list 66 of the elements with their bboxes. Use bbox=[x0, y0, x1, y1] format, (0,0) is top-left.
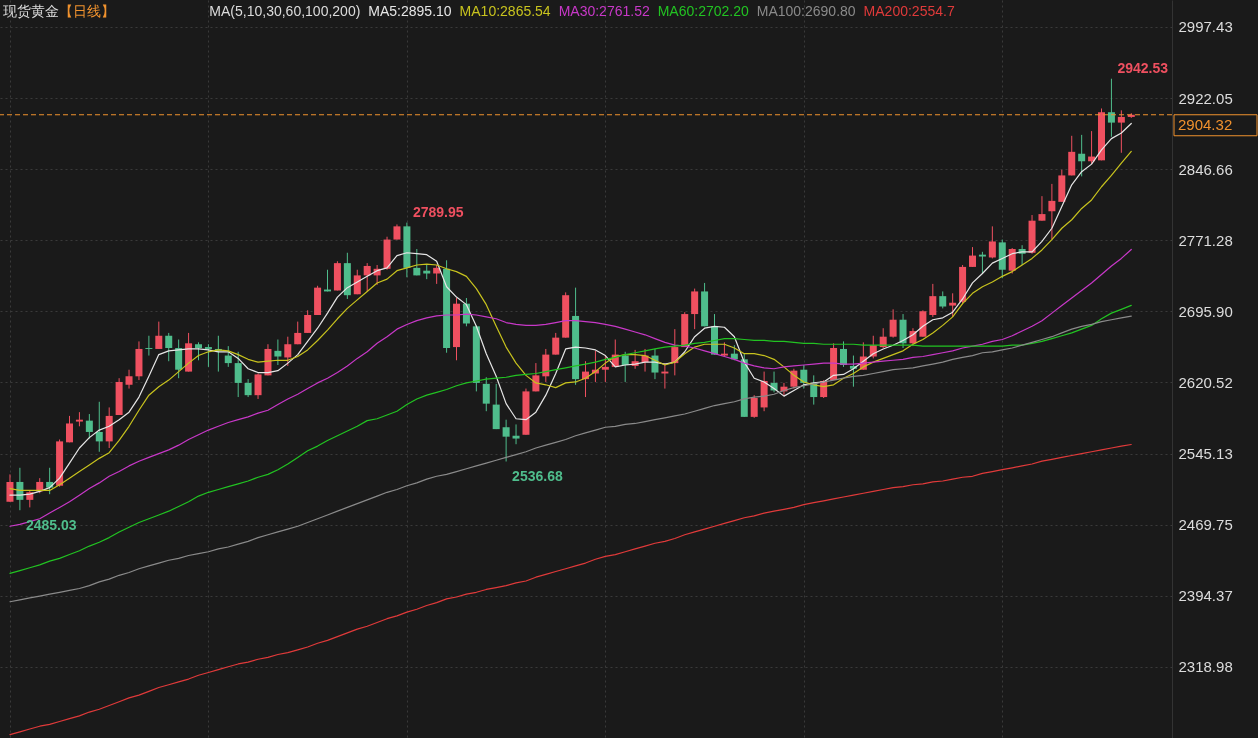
y-tick-label: 2771.28 bbox=[1178, 231, 1233, 249]
candlestick bbox=[949, 292, 957, 318]
candlestick bbox=[899, 313, 907, 349]
candlestick bbox=[85, 413, 93, 440]
ref-line-label: 2904.32 bbox=[1178, 116, 1233, 134]
y-tick-label: 2922.05 bbox=[1178, 89, 1233, 107]
text: MA5:2895.10 bbox=[368, 3, 452, 19]
candlestick bbox=[1078, 134, 1086, 177]
y-tick-label: 2997.43 bbox=[1178, 18, 1233, 36]
y-tick-label: 2620.52 bbox=[1178, 373, 1233, 391]
candlestick bbox=[66, 415, 73, 443]
candlestick bbox=[125, 369, 133, 390]
chart-subtitle: 【日线】 bbox=[59, 3, 115, 19]
candlestick bbox=[254, 372, 262, 400]
candlestick bbox=[274, 339, 282, 366]
candlestick bbox=[155, 321, 163, 350]
y-tick-label: 2545.13 bbox=[1178, 445, 1233, 463]
candlestick bbox=[978, 251, 986, 275]
candlestick bbox=[224, 345, 232, 368]
candlestick bbox=[1107, 78, 1115, 138]
candlestick bbox=[95, 401, 103, 453]
candlestick bbox=[601, 355, 609, 383]
candlestick bbox=[988, 225, 996, 259]
candlestick bbox=[502, 419, 510, 462]
y-tick-label: 2318.98 bbox=[1178, 658, 1233, 676]
line-series bbox=[9, 443, 1132, 736]
candlestick bbox=[1008, 247, 1016, 275]
legend-title: MA(5,10,30,60,100,200) bbox=[209, 3, 361, 19]
candlestick bbox=[1038, 195, 1046, 222]
text: 2789.95 bbox=[412, 203, 464, 220]
y-tick-label: 2469.75 bbox=[1178, 516, 1233, 534]
text: 2536.68 bbox=[512, 468, 563, 485]
candlestick bbox=[889, 308, 897, 339]
candlestick bbox=[1117, 109, 1125, 154]
candlestick bbox=[1068, 135, 1076, 176]
text: MA100:2690.80 bbox=[756, 3, 856, 19]
text: MA60:2702.20 bbox=[657, 3, 749, 19]
candlestick bbox=[353, 269, 361, 295]
candlestick bbox=[413, 248, 421, 276]
candlestick bbox=[304, 309, 312, 334]
candlestick bbox=[482, 376, 490, 412]
y-tick-label: 2394.37 bbox=[1178, 587, 1233, 605]
candlestick bbox=[552, 332, 560, 356]
text: MA200:2554.7 bbox=[863, 3, 955, 19]
candlestick bbox=[969, 246, 977, 268]
y-tick-label: 2846.66 bbox=[1178, 160, 1233, 178]
chart-title: 现货黄金 bbox=[3, 3, 59, 19]
candlestick bbox=[175, 339, 183, 379]
candlestick bbox=[542, 348, 550, 383]
text: MA10:2865.54 bbox=[459, 3, 551, 19]
candlestick bbox=[433, 264, 441, 285]
candlestick bbox=[363, 262, 371, 292]
candlestick bbox=[929, 283, 937, 318]
candlestick bbox=[512, 423, 520, 445]
candlestick bbox=[145, 335, 153, 357]
candlestick bbox=[1048, 183, 1056, 241]
candlestick bbox=[750, 394, 758, 419]
candlestick bbox=[234, 351, 242, 398]
candlestick bbox=[284, 336, 292, 367]
y-tick-label: 2695.90 bbox=[1178, 302, 1233, 320]
candlestick bbox=[165, 332, 173, 362]
candlestick bbox=[691, 288, 699, 330]
candlestick bbox=[6, 473, 14, 503]
text: 2485.03 bbox=[25, 517, 77, 534]
text: 2942.53 bbox=[1117, 59, 1169, 76]
text: MA30:2761.52 bbox=[558, 3, 650, 19]
